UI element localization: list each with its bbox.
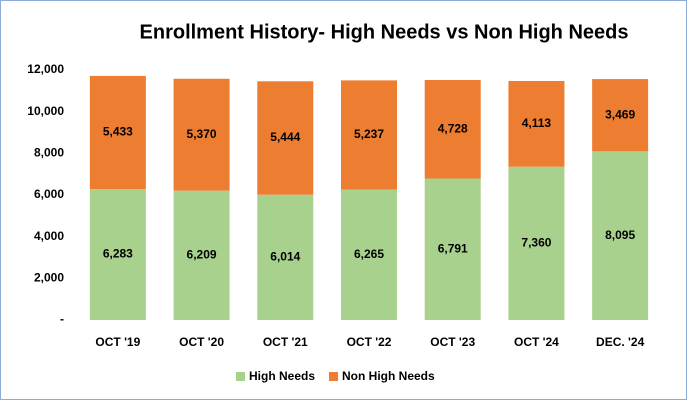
x-tick-label: OCT '19 [95, 335, 140, 349]
x-tick-label: OCT '24 [514, 335, 559, 349]
y-tick-label: - [60, 312, 64, 326]
data-label: 5,444 [270, 130, 300, 144]
bar-segment [173, 78, 230, 191]
data-label: 5,237 [354, 127, 384, 141]
legend-swatch [329, 372, 339, 381]
data-label: 6,209 [187, 247, 217, 261]
bar-segment [341, 189, 397, 320]
data-label: 7,360 [521, 236, 551, 250]
data-label: 4,113 [522, 116, 552, 130]
data-label: 8,095 [605, 228, 635, 242]
data-label: 6,791 [438, 241, 468, 255]
data-label: 3,469 [605, 107, 635, 121]
y-tick-label: 2,000 [34, 271, 64, 285]
x-tick-label: OCT '21 [263, 335, 308, 349]
bar-segment [424, 80, 481, 179]
legend-swatch [236, 372, 245, 381]
bar-segment [89, 75, 146, 190]
data-label: 6,265 [354, 247, 384, 261]
bar-segment [341, 80, 397, 190]
bar-segment [173, 190, 230, 320]
bar-segment [424, 178, 481, 320]
x-tick-label: DEC. '24 [596, 335, 645, 349]
bar-segment [592, 79, 649, 152]
data-label: 5,370 [187, 127, 217, 141]
x-tick-label: OCT '22 [347, 335, 392, 349]
legend-label: Non High Needs [342, 369, 435, 383]
data-label: 4,728 [438, 121, 468, 135]
bar-segment [508, 80, 565, 167]
bar-segment [257, 81, 314, 195]
bar-segment [508, 166, 565, 320]
legend-label: High Needs [249, 369, 315, 383]
y-tick-label: 4,000 [34, 229, 64, 243]
bar-segment [89, 189, 146, 320]
y-tick-label: 8,000 [34, 146, 64, 160]
y-tick-label: 6,000 [34, 187, 64, 201]
data-label: 6,014 [270, 250, 300, 264]
y-tick-label: 12,000 [27, 62, 64, 76]
data-label: 6,283 [103, 247, 133, 261]
x-tick-label: OCT '23 [430, 335, 475, 349]
bar-segment [257, 194, 314, 320]
data-label: 5,433 [103, 125, 133, 139]
bar-segment [592, 151, 649, 320]
chart-title: Enrollment History- High Needs vs Non Hi… [140, 21, 629, 43]
y-tick-label: 10,000 [27, 104, 64, 118]
x-tick-label: OCT '20 [179, 335, 224, 349]
